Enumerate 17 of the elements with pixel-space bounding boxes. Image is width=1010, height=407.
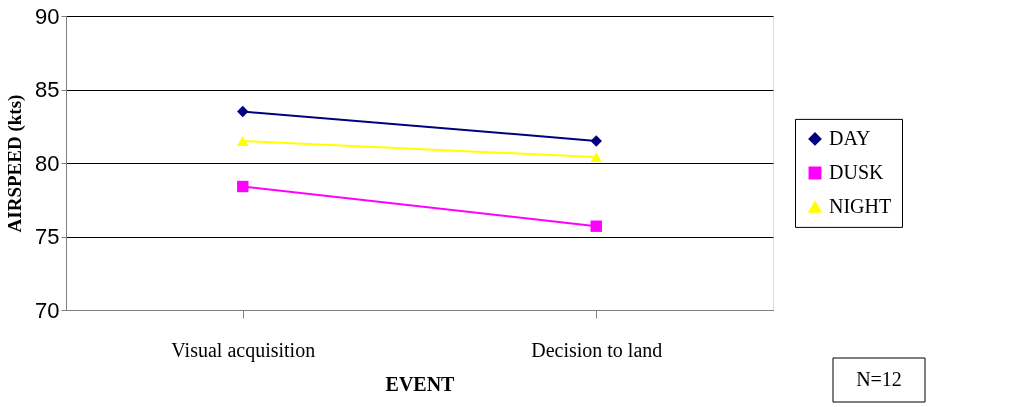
x-tick-label: Decision to land bbox=[531, 338, 663, 361]
point bbox=[237, 180, 249, 193]
y-tick-label: 80 bbox=[35, 150, 60, 176]
point bbox=[590, 135, 602, 147]
legend-label: DUSK bbox=[829, 160, 885, 183]
y-axis-title: AIRSPEED (kts) bbox=[4, 94, 27, 233]
y-tick-label: 75 bbox=[35, 224, 60, 249]
x-axis-title: EVENT bbox=[385, 372, 456, 395]
text: N=12 bbox=[856, 368, 902, 390]
y-tick-label: 90 bbox=[35, 3, 60, 29]
legend-label: DAY bbox=[829, 126, 871, 149]
y-tick-label: 70 bbox=[35, 297, 60, 323]
legend-label: NIGHT bbox=[829, 194, 892, 217]
y-tick-label: 85 bbox=[35, 77, 60, 102]
x-tick-label: Visual acquisition bbox=[171, 338, 316, 362]
point bbox=[237, 105, 249, 118]
point bbox=[590, 220, 602, 232]
